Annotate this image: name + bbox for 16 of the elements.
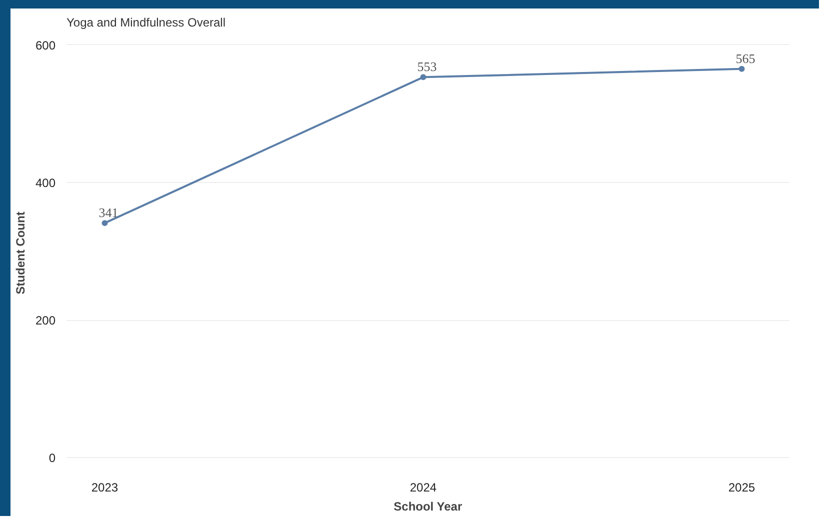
y-tick-label: 0 bbox=[48, 451, 56, 466]
chart-title: Yoga and Mindfulness Overall bbox=[66, 16, 226, 30]
data-label: 565 bbox=[736, 50, 756, 66]
y-axis-title: Student Count bbox=[13, 212, 28, 294]
data-label: 553 bbox=[417, 59, 437, 74]
x-axis-title: School Year bbox=[394, 500, 462, 514]
x-tick-label: 2025 bbox=[728, 480, 756, 494]
y-tick-label: 200 bbox=[35, 314, 56, 328]
point bbox=[420, 74, 426, 80]
point bbox=[738, 66, 745, 72]
y-tick-label: 400 bbox=[35, 176, 56, 190]
data-label: 341 bbox=[98, 205, 118, 220]
point bbox=[102, 220, 108, 226]
x-tick-label: 2024 bbox=[410, 480, 437, 494]
y-tick-label: 600 bbox=[35, 38, 56, 52]
x-tick-label: 2023 bbox=[91, 480, 118, 494]
